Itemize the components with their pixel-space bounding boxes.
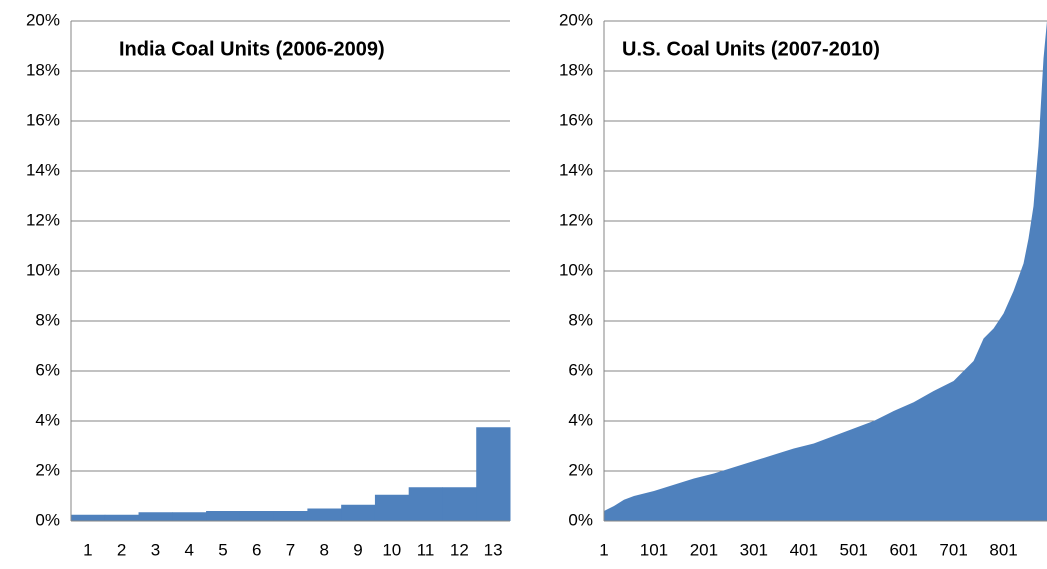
- y-tick-label: 4%: [568, 410, 593, 429]
- x-tick-label: 501: [840, 540, 868, 559]
- x-tick-label: 701: [939, 540, 967, 559]
- y-tick-label: 0%: [568, 510, 593, 529]
- x-tick-label: 201: [690, 540, 718, 559]
- y-tick-label: 10%: [26, 260, 60, 279]
- chart-title: U.S. Coal Units (2007-2010): [622, 38, 880, 60]
- bar: [408, 487, 443, 521]
- area: [604, 21, 1047, 521]
- y-tick-label: 4%: [35, 410, 60, 429]
- bar: [71, 514, 106, 521]
- y-tick-label: 14%: [26, 160, 60, 179]
- bar: [374, 494, 410, 521]
- y-tick-label: 2%: [568, 460, 593, 479]
- y-tick-label: 8%: [568, 310, 593, 329]
- y-tick-label: 2%: [35, 460, 60, 479]
- x-tick-label: 1: [83, 540, 92, 559]
- x-tick-label: 8: [320, 540, 329, 559]
- bar: [239, 511, 275, 521]
- x-tick-label: 11: [417, 540, 435, 559]
- y-tick-label: 14%: [559, 160, 593, 179]
- bar: [307, 508, 342, 521]
- y-tick-label: 0%: [35, 510, 60, 529]
- bar: [172, 512, 207, 521]
- bar: [341, 504, 376, 521]
- title-box: [612, 31, 890, 67]
- x-tick-label: 1: [599, 540, 608, 559]
- x-tick-label: 10: [382, 540, 401, 559]
- bar: [138, 512, 173, 521]
- bar: [104, 514, 140, 521]
- x-tick-label: 401: [790, 540, 818, 559]
- x-tick-label: 6: [252, 540, 261, 559]
- y-tick-label: 6%: [568, 360, 593, 379]
- x-tick-label: 301: [740, 540, 768, 559]
- x-tick-label: 801: [989, 540, 1017, 559]
- x-tick-label: 5: [218, 540, 227, 559]
- x-tick-label: 13: [484, 540, 503, 559]
- x-tick-label: 4: [184, 540, 193, 559]
- title-box: [109, 31, 395, 67]
- bar: [476, 427, 511, 521]
- y-tick-label: 6%: [35, 360, 60, 379]
- y-tick-label: 20%: [26, 10, 60, 29]
- y-tick-label: 12%: [26, 210, 60, 229]
- y-tick-label: 16%: [559, 110, 593, 129]
- x-tick-label: 9: [353, 540, 362, 559]
- bar: [442, 487, 477, 521]
- y-tick-label: 20%: [559, 10, 593, 29]
- bar: [273, 511, 308, 521]
- bar: [206, 511, 241, 521]
- y-tick-label: 18%: [559, 60, 593, 79]
- x-tick-label: 3: [151, 540, 160, 559]
- y-tick-label: 8%: [35, 310, 60, 329]
- x-tick-label: 7: [286, 540, 295, 559]
- chart-title: India Coal Units (2006-2009): [119, 38, 385, 60]
- x-tick-label: 101: [640, 540, 668, 559]
- x-tick-label: 601: [889, 540, 917, 559]
- y-tick-label: 18%: [26, 60, 60, 79]
- x-tick-label: 2: [117, 540, 126, 559]
- y-tick-label: 16%: [26, 110, 60, 129]
- y-tick-label: 10%: [559, 260, 593, 279]
- x-tick-label: 12: [450, 540, 469, 559]
- y-tick-label: 12%: [559, 210, 593, 229]
